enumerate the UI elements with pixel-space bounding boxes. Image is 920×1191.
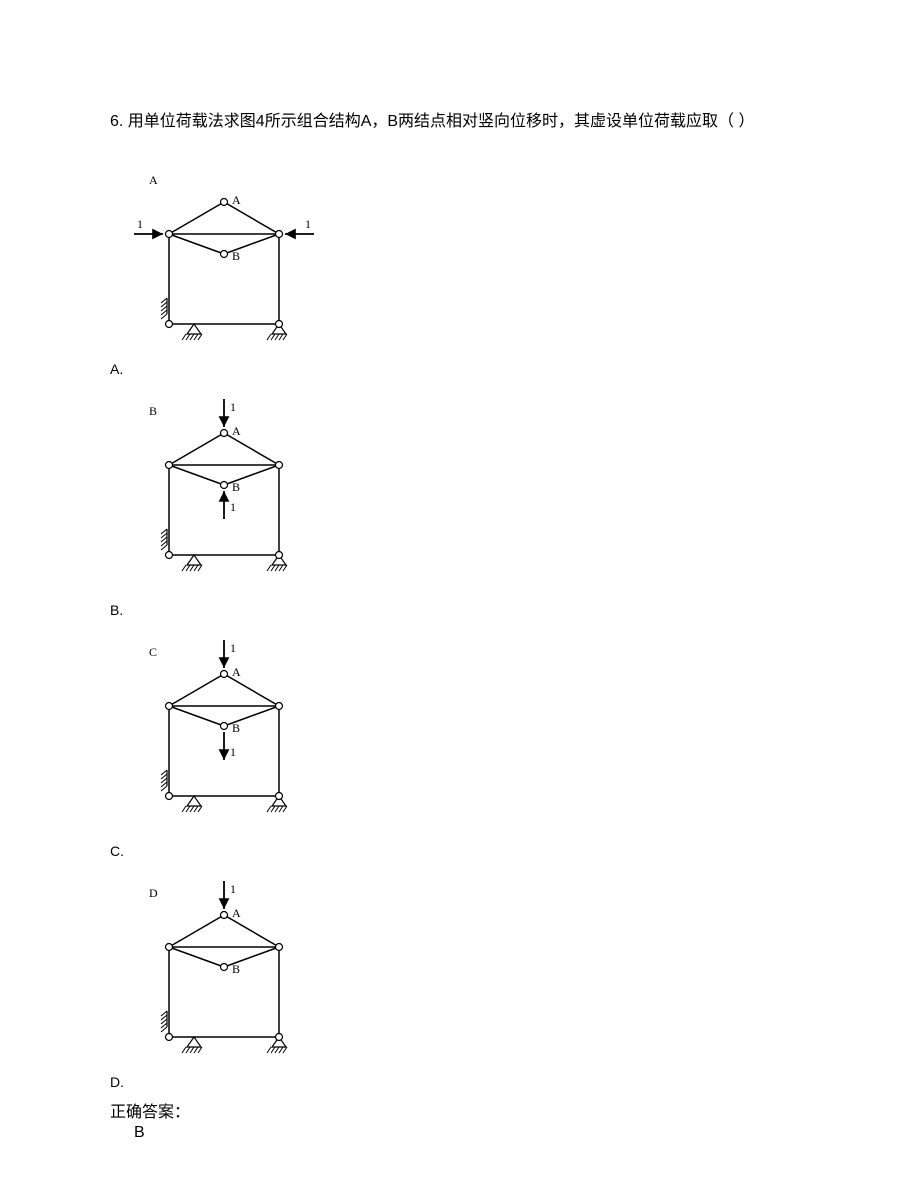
svg-text:1: 1 [305, 217, 311, 231]
option-B: B A B 1 1 B. [110, 385, 810, 618]
svg-text:A: A [232, 665, 241, 679]
diagram-D: D A B 1 [114, 867, 334, 1072]
svg-text:D: D [149, 886, 158, 900]
svg-text:B: B [232, 721, 240, 735]
svg-text:1: 1 [230, 400, 236, 414]
option-B-label: B. [110, 602, 123, 618]
answer-value: B [134, 1124, 810, 1142]
svg-text:1: 1 [230, 745, 236, 759]
svg-text:B: B [232, 480, 240, 494]
diagram-B: B A B 1 1 [114, 385, 334, 600]
diagram-A: A A B 1 1 [114, 154, 334, 359]
svg-text:A: A [232, 424, 241, 438]
svg-text:1: 1 [230, 500, 236, 514]
option-C: C A B 1 1 C. [110, 626, 810, 859]
svg-text:C: C [149, 645, 157, 659]
svg-text:1: 1 [230, 882, 236, 896]
option-C-label: C. [110, 843, 124, 859]
option-D: D A B 1 D. [110, 867, 810, 1090]
diagram-C: C A B 1 1 [114, 626, 334, 841]
svg-text:B: B [149, 404, 157, 418]
svg-text:1: 1 [137, 217, 143, 231]
question-text: 6. 用单位荷载法求图4所示组合结构A，B两结点相对竖向位移时，其虚设单位荷载应… [110, 110, 810, 134]
option-D-label: D. [110, 1074, 124, 1090]
svg-text:A: A [232, 193, 241, 207]
answer-label: 正确答案： [110, 1098, 810, 1122]
svg-text:1: 1 [230, 641, 236, 655]
svg-text:B: B [232, 962, 240, 976]
option-A-label: A. [110, 361, 123, 377]
question-number: 6. [110, 113, 123, 130]
question-body: 用单位荷载法求图4所示组合结构A，B两结点相对竖向位移时，其虚设单位荷载应取（ … [128, 113, 755, 130]
svg-text:A: A [149, 173, 158, 187]
svg-text:A: A [232, 906, 241, 920]
svg-text:B: B [232, 249, 240, 263]
option-A: A A B 1 1 A. [110, 154, 810, 377]
